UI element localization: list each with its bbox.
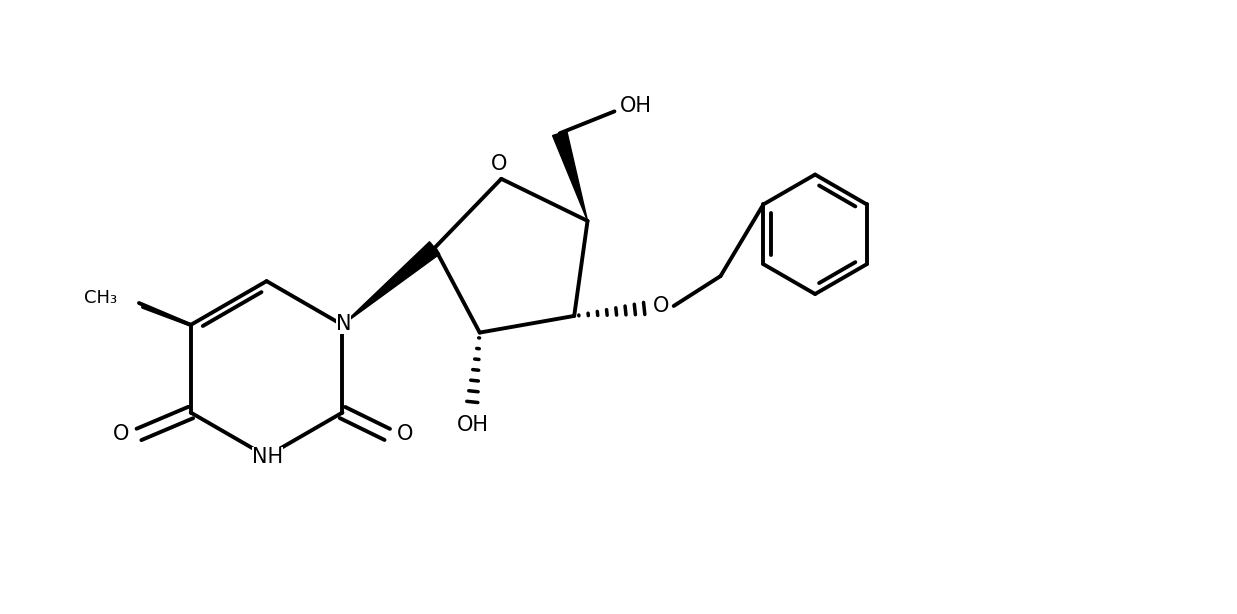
Text: N: N bbox=[335, 314, 351, 334]
Text: O: O bbox=[397, 424, 413, 445]
Text: NH: NH bbox=[252, 448, 283, 467]
Text: O: O bbox=[491, 154, 507, 174]
Polygon shape bbox=[553, 131, 588, 221]
Text: O: O bbox=[653, 296, 669, 316]
Polygon shape bbox=[343, 242, 439, 325]
Text: CH₃: CH₃ bbox=[84, 289, 118, 307]
Text: OH: OH bbox=[456, 415, 489, 435]
Text: OH: OH bbox=[620, 96, 652, 117]
Text: O: O bbox=[113, 424, 129, 445]
